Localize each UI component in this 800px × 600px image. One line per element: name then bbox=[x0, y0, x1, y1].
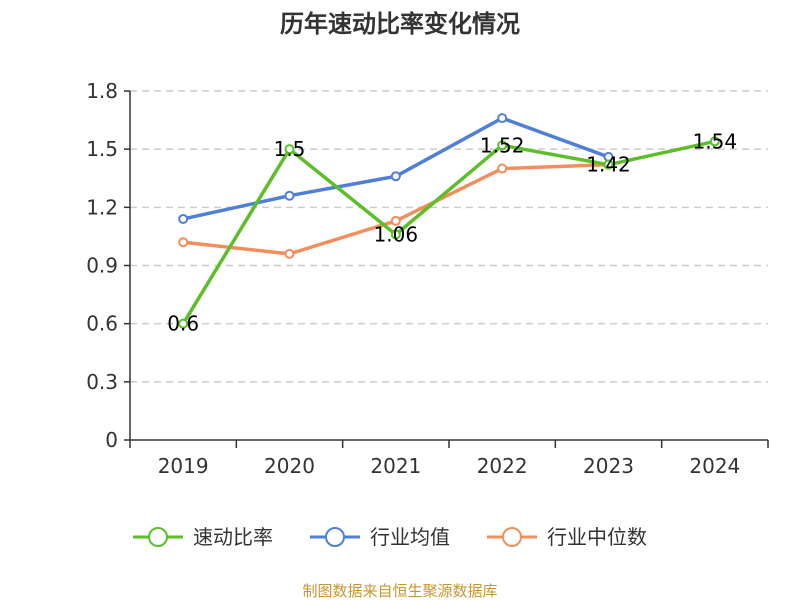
data-point[interactable] bbox=[709, 136, 720, 147]
legend-item[interactable]: 速动比率 bbox=[133, 525, 273, 549]
data-point[interactable] bbox=[178, 318, 189, 329]
series-1 bbox=[178, 113, 614, 224]
data-point[interactable] bbox=[390, 215, 401, 226]
data-point[interactable] bbox=[497, 163, 508, 174]
data-point[interactable] bbox=[603, 159, 614, 170]
data-point[interactable] bbox=[284, 248, 295, 259]
data-labels: 0.6 1.5 1.06 1.52 1.42 1.54 bbox=[167, 129, 737, 335]
series-line bbox=[181, 139, 716, 325]
data-point[interactable] bbox=[390, 171, 401, 182]
y-tick-label: 1.8 bbox=[86, 79, 118, 103]
y-tick-label: 0.9 bbox=[86, 254, 118, 278]
data-label: 1.54 bbox=[693, 129, 738, 153]
y-tick-label: 0.6 bbox=[86, 312, 118, 336]
data-point[interactable] bbox=[497, 140, 508, 151]
x-tick-label: 2019 bbox=[158, 454, 209, 478]
x-tick-label: 2020 bbox=[264, 454, 315, 478]
data-label: 1.52 bbox=[480, 133, 525, 157]
data-point[interactable] bbox=[284, 144, 295, 155]
data-point[interactable] bbox=[284, 190, 295, 201]
legend-label: 行业中位数 bbox=[547, 525, 647, 549]
data-point[interactable] bbox=[390, 229, 401, 240]
series-group bbox=[178, 113, 720, 329]
x-tick-label: 2022 bbox=[477, 454, 528, 478]
data-label: 1.06 bbox=[374, 222, 419, 246]
source-note: 制图数据来自恒生聚源数据库 bbox=[302, 582, 497, 600]
x-tick-label: 2021 bbox=[370, 454, 421, 478]
legend[interactable]: 速动比率 行业均值 行业中位数 bbox=[133, 525, 647, 549]
data-point[interactable] bbox=[178, 237, 189, 248]
data-label: 0.6 bbox=[167, 312, 199, 336]
chart-title: 历年速动比率变化情况 bbox=[280, 10, 520, 38]
data-point[interactable] bbox=[497, 113, 508, 124]
legend-swatch-marker bbox=[148, 527, 168, 547]
x-tick-label: 2024 bbox=[689, 454, 740, 478]
x-tick-label: 2023 bbox=[583, 454, 634, 478]
series-0 bbox=[178, 136, 720, 329]
y-tick-label: 1.5 bbox=[86, 137, 118, 161]
axes: 0 0.3 0.6 0.9 1.2 1.5 1.8 2019 2020 2021 2022 2023 2… bbox=[86, 79, 769, 478]
legend-label: 速动比率 bbox=[193, 525, 273, 549]
data-label: 1.5 bbox=[274, 137, 306, 161]
legend-label: 行业均值 bbox=[370, 525, 450, 549]
y-tick-label: 1.2 bbox=[86, 195, 118, 219]
legend-item[interactable]: 行业中位数 bbox=[487, 525, 647, 549]
grid-lines bbox=[130, 90, 768, 383]
y-tick-label: 0 bbox=[105, 428, 118, 452]
legend-swatch-marker bbox=[502, 527, 522, 547]
data-point[interactable] bbox=[178, 213, 189, 224]
data-label: 1.42 bbox=[586, 153, 631, 177]
y-tick-label: 0.3 bbox=[86, 370, 118, 394]
legend-item[interactable]: 行业均值 bbox=[310, 525, 450, 549]
legend-swatch-marker bbox=[325, 527, 345, 547]
